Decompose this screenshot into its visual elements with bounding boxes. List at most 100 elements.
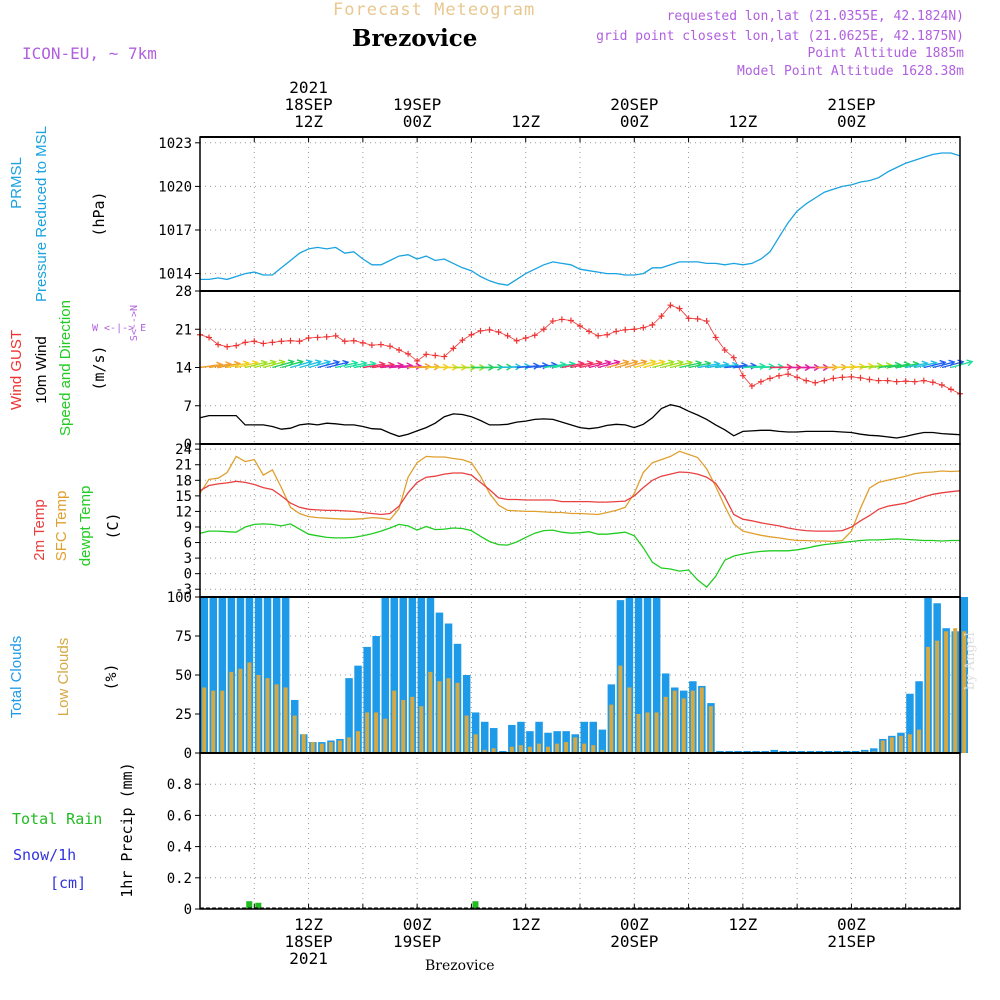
model-point-altitude: Model Point Altitude 1628.38m xyxy=(737,64,964,79)
pressure-line xyxy=(200,152,961,286)
low-cloud-bar xyxy=(935,640,940,753)
y-tick-label: 0.8 xyxy=(167,777,192,793)
gust-marker xyxy=(929,379,936,386)
total-cloud-bar xyxy=(562,731,570,753)
low-cloud-bar xyxy=(690,690,695,753)
low-cloud-bar xyxy=(265,678,270,754)
wind-arrow-shape xyxy=(208,361,233,369)
total-cloud-bar xyxy=(553,731,561,753)
total-cloud-bar xyxy=(372,636,380,753)
gust-marker xyxy=(739,372,746,379)
x-label-bottom: 00Z xyxy=(403,915,432,934)
gust-marker xyxy=(947,386,954,393)
y-tick-label: 1017 xyxy=(158,223,192,239)
total-cloud-bar xyxy=(870,748,878,754)
x-label-top: 12Z xyxy=(511,112,540,131)
x-label-top: 18SEP xyxy=(284,95,332,114)
y-tick-label: 9 xyxy=(184,520,192,536)
total-cloud-bar xyxy=(499,751,507,753)
total-clouds-label: Total Clouds xyxy=(8,636,25,719)
total-cloud-bar xyxy=(797,751,806,753)
total-cloud-bar xyxy=(408,597,417,753)
low-cloud-bar xyxy=(347,737,351,753)
total-cloud-bar xyxy=(490,728,498,754)
low-cloud-bar xyxy=(573,737,578,753)
total-cloud-bar xyxy=(345,678,353,754)
rain-bars xyxy=(246,901,479,909)
gust-marker xyxy=(893,378,900,385)
gust-marker xyxy=(676,305,683,312)
gust-marker xyxy=(866,376,873,383)
gust-marker xyxy=(721,347,728,354)
gust-marker xyxy=(884,377,891,384)
wind-unit: (m/s) xyxy=(90,345,108,390)
total-cloud-bar xyxy=(272,597,281,753)
x-label-top: 00Z xyxy=(403,112,432,131)
low-cloud-bar xyxy=(907,734,912,753)
gust-marker xyxy=(359,339,366,346)
total-cloud-bar xyxy=(625,597,634,753)
gust-marker xyxy=(902,378,909,385)
low-cloud-bar xyxy=(537,743,541,754)
low-cloud-bar xyxy=(383,718,388,753)
total-cloud-bar xyxy=(535,721,543,753)
x-label-bottom: 19SEP xyxy=(393,932,441,951)
gust-marker xyxy=(206,334,213,341)
pressure-unit: (hPa) xyxy=(90,191,108,236)
gust-marker xyxy=(785,371,792,378)
x-label-bottom: 2021 xyxy=(289,949,328,968)
gust-marker xyxy=(567,317,574,324)
gust-marker xyxy=(233,342,240,349)
point-altitude: Point Altitude 1885m xyxy=(807,46,964,61)
model-label: ICON-EU, ~ 7km xyxy=(22,44,157,63)
gust-marker xyxy=(305,334,312,341)
pressure-label-2: Pressure Reduced to MSL xyxy=(33,126,50,302)
low-cloud-bar xyxy=(681,698,686,753)
gust-marker xyxy=(269,339,276,346)
total-cloud-bar xyxy=(263,597,272,753)
gust-marker xyxy=(748,383,755,390)
rain-bar xyxy=(472,901,479,909)
y-tick-label: 3 xyxy=(184,551,192,567)
total-cloud-bar xyxy=(517,721,525,753)
gust-marker xyxy=(794,374,801,381)
low-cloud-bar xyxy=(636,714,641,753)
grid-lines xyxy=(253,137,907,909)
gust-marker xyxy=(396,347,403,354)
low-cloud-bar xyxy=(274,684,279,753)
gust-marker xyxy=(504,332,511,339)
total-cloud-bar xyxy=(842,751,851,753)
gust-marker xyxy=(803,377,810,384)
x-label-bottom: 18SEP xyxy=(284,932,332,951)
gust-marker xyxy=(260,340,267,347)
low-cloud-bar xyxy=(328,742,333,753)
gust-marker xyxy=(377,341,384,348)
low-cloud-bar xyxy=(419,706,424,753)
gust-marker xyxy=(387,343,393,350)
gust-marker xyxy=(486,326,493,333)
wind-arrow xyxy=(950,359,974,369)
low-cloud-bar xyxy=(365,712,370,754)
total-cloud-bar xyxy=(471,712,480,754)
total-cloud-bar xyxy=(725,751,733,753)
total-cloud-bar xyxy=(354,665,362,754)
low-cloud-bar xyxy=(609,704,614,754)
low-cloud-bar xyxy=(310,742,315,753)
gust-marker xyxy=(522,334,529,341)
low-cloud-bar xyxy=(229,671,234,753)
gust-marker xyxy=(613,328,620,335)
gust-marker xyxy=(703,318,710,325)
low-cloud-bar xyxy=(401,699,406,753)
total-cloud-bar xyxy=(481,721,489,753)
total-cloud-bar xyxy=(806,751,815,753)
y-tick-label: 25 xyxy=(175,707,192,723)
y-tick-label: 12 xyxy=(175,504,192,520)
low-cloud-bar xyxy=(600,749,605,753)
total-cloud-bar xyxy=(716,751,724,753)
wind-label: 10m Wind xyxy=(33,336,50,404)
total-cloud-bar xyxy=(381,597,389,753)
gust-marker xyxy=(577,322,583,329)
low-cloud-bar xyxy=(627,687,632,753)
